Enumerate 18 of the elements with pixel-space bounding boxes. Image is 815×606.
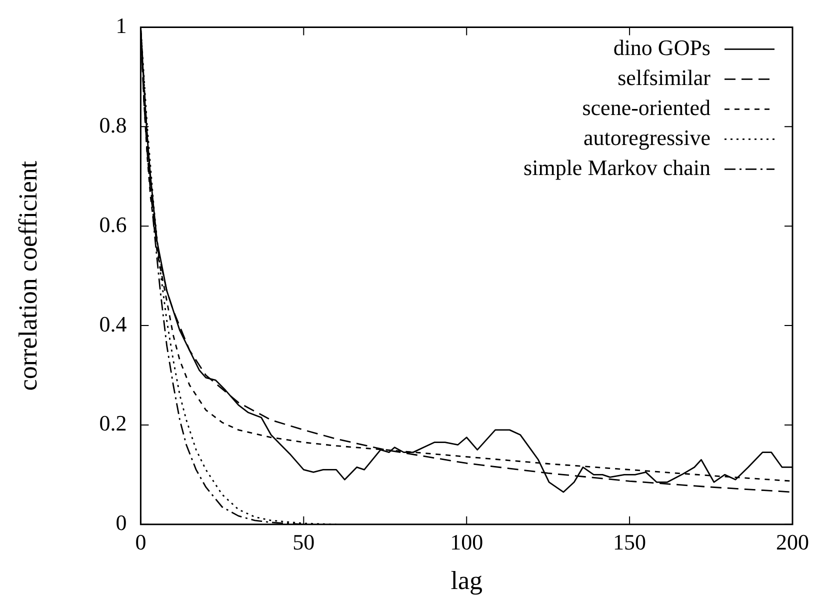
x-tick-label: 200 (776, 529, 809, 554)
y-tick-label: 0.6 (99, 212, 127, 237)
y-tick-label: 0.4 (99, 311, 127, 336)
legend-label: dino GOPs (613, 34, 710, 60)
y-tick-label: 0.2 (99, 410, 127, 436)
x-tick-label: 100 (450, 529, 484, 554)
y-tick-label: 0.8 (99, 112, 127, 138)
x-tick-label: 0 (135, 529, 146, 554)
y-axis-title: correlation coefficient (13, 160, 42, 391)
legend-label: selfsimilar (618, 64, 712, 90)
legend-label: scene-oriented (582, 94, 710, 120)
y-tick-label: 0 (116, 510, 127, 536)
y-tick-label: 1 (116, 12, 127, 38)
x-tick-label: 50 (292, 529, 315, 554)
legend-label: autoregressive (583, 124, 710, 150)
x-tick-label: 150 (613, 529, 646, 554)
legend-label: simple Markov chain (524, 154, 710, 180)
x-axis-title: lag (450, 566, 482, 596)
